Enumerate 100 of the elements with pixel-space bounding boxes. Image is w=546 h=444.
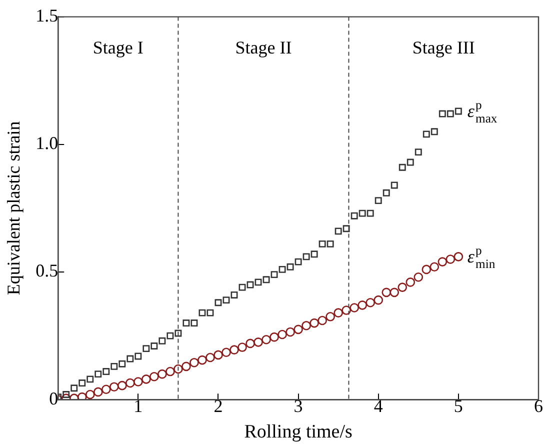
point bbox=[238, 342, 247, 352]
point bbox=[310, 250, 318, 258]
point bbox=[294, 258, 302, 266]
point bbox=[158, 337, 166, 344]
point bbox=[142, 374, 151, 384]
point bbox=[390, 288, 400, 298]
point bbox=[230, 345, 239, 354]
point bbox=[430, 128, 438, 136]
point bbox=[62, 391, 70, 398]
point bbox=[302, 253, 310, 260]
point bbox=[318, 240, 326, 248]
point bbox=[342, 225, 350, 232]
point bbox=[246, 338, 255, 348]
point bbox=[262, 334, 271, 344]
point bbox=[350, 212, 358, 220]
point bbox=[278, 266, 286, 273]
point bbox=[398, 282, 408, 292]
point bbox=[342, 306, 351, 315]
point bbox=[109, 382, 119, 392]
point bbox=[326, 240, 334, 248]
point bbox=[254, 278, 262, 286]
x-tick-label: 4 bbox=[374, 396, 383, 416]
point bbox=[334, 228, 342, 235]
point bbox=[366, 210, 374, 217]
point bbox=[446, 254, 456, 264]
point bbox=[278, 330, 287, 340]
point bbox=[134, 352, 142, 360]
point bbox=[126, 355, 134, 362]
y-tick-label: 1.5 bbox=[36, 6, 58, 26]
point bbox=[374, 197, 382, 204]
point bbox=[134, 377, 143, 386]
x-tick-label: 6 bbox=[534, 396, 543, 416]
y-tick-label: 0.5 bbox=[36, 260, 58, 281]
point bbox=[286, 327, 295, 337]
point bbox=[238, 284, 246, 291]
point bbox=[198, 309, 206, 316]
point bbox=[198, 355, 207, 365]
point bbox=[310, 318, 319, 328]
point bbox=[358, 300, 368, 310]
annotation: Stage II bbox=[235, 38, 292, 58]
point bbox=[150, 342, 158, 350]
point bbox=[166, 332, 174, 340]
point bbox=[230, 291, 238, 298]
point bbox=[222, 296, 230, 304]
y-axis-title: Equivalent plastic strain bbox=[4, 121, 24, 296]
point bbox=[214, 299, 222, 306]
point bbox=[77, 392, 87, 400]
point bbox=[382, 288, 392, 298]
point bbox=[85, 390, 95, 400]
point bbox=[222, 348, 231, 358]
point bbox=[422, 130, 430, 138]
x-axis-title: Rolling time/s bbox=[244, 422, 352, 443]
point bbox=[390, 182, 398, 189]
x-tick-label: 2 bbox=[214, 396, 223, 416]
point bbox=[206, 352, 215, 362]
point bbox=[166, 366, 175, 376]
point bbox=[270, 332, 279, 342]
point bbox=[286, 263, 294, 270]
point bbox=[93, 387, 103, 397]
point bbox=[94, 370, 102, 378]
point bbox=[206, 309, 214, 316]
point bbox=[182, 362, 191, 372]
point bbox=[414, 148, 422, 156]
annotation: Stage III bbox=[412, 38, 475, 58]
y-tick-label: 1.0 bbox=[36, 133, 58, 154]
point bbox=[446, 110, 454, 118]
point bbox=[406, 278, 416, 287]
point bbox=[158, 369, 167, 379]
point bbox=[142, 345, 150, 352]
point bbox=[78, 380, 86, 386]
point bbox=[118, 380, 127, 390]
point bbox=[246, 281, 254, 288]
point bbox=[182, 320, 190, 327]
point bbox=[398, 164, 406, 171]
point bbox=[326, 312, 335, 322]
x-tick-label: 5 bbox=[454, 396, 463, 416]
point bbox=[190, 358, 199, 368]
point bbox=[366, 298, 376, 308]
y-tick-label: 0 bbox=[49, 388, 58, 408]
point bbox=[102, 368, 110, 376]
point bbox=[262, 276, 270, 284]
point bbox=[174, 330, 182, 337]
point bbox=[150, 372, 159, 382]
point bbox=[438, 110, 446, 118]
annotation: Stage I bbox=[92, 38, 144, 58]
point bbox=[414, 272, 424, 282]
point bbox=[382, 189, 390, 196]
point bbox=[294, 324, 303, 334]
point bbox=[254, 338, 263, 347]
point bbox=[334, 308, 343, 318]
point bbox=[374, 295, 384, 305]
point bbox=[86, 376, 94, 383]
point bbox=[214, 350, 223, 360]
point bbox=[190, 320, 198, 327]
x-tick-label: 3 bbox=[294, 396, 303, 416]
point bbox=[454, 252, 464, 262]
point bbox=[118, 360, 126, 368]
point bbox=[70, 384, 78, 392]
point bbox=[318, 316, 327, 326]
point bbox=[101, 384, 111, 394]
